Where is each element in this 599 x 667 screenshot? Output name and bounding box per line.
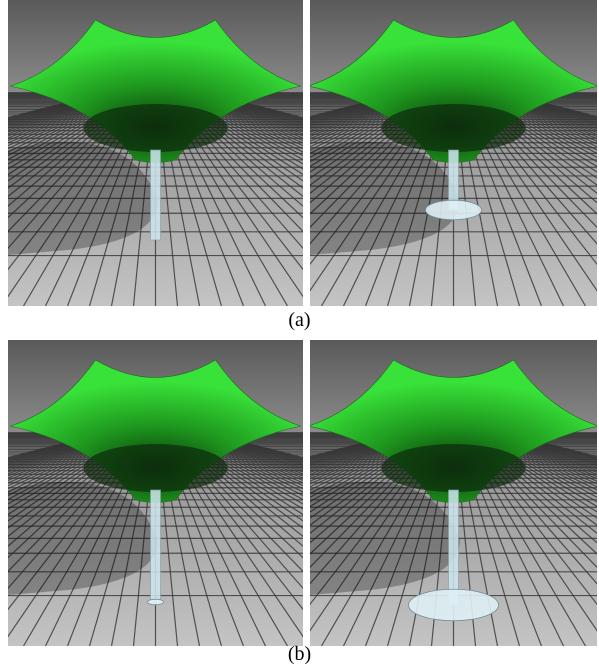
caption: (b) bbox=[0, 643, 599, 666]
cloth-inner bbox=[84, 104, 228, 152]
cloth-inner bbox=[382, 444, 526, 492]
figure: (a) (b) bbox=[0, 0, 599, 667]
render-panel bbox=[8, 340, 303, 646]
water-stream bbox=[449, 490, 459, 605]
water-stream bbox=[151, 150, 161, 240]
render-panel bbox=[310, 340, 597, 646]
cloth-inner bbox=[84, 444, 228, 492]
water-splash bbox=[426, 200, 482, 220]
caption: (a) bbox=[0, 309, 599, 332]
water-splash bbox=[148, 599, 164, 605]
water-stream bbox=[151, 490, 161, 602]
render-panel bbox=[8, 0, 303, 306]
render-panel bbox=[310, 0, 597, 306]
cloth-inner bbox=[382, 104, 526, 152]
water-splash bbox=[409, 589, 499, 621]
